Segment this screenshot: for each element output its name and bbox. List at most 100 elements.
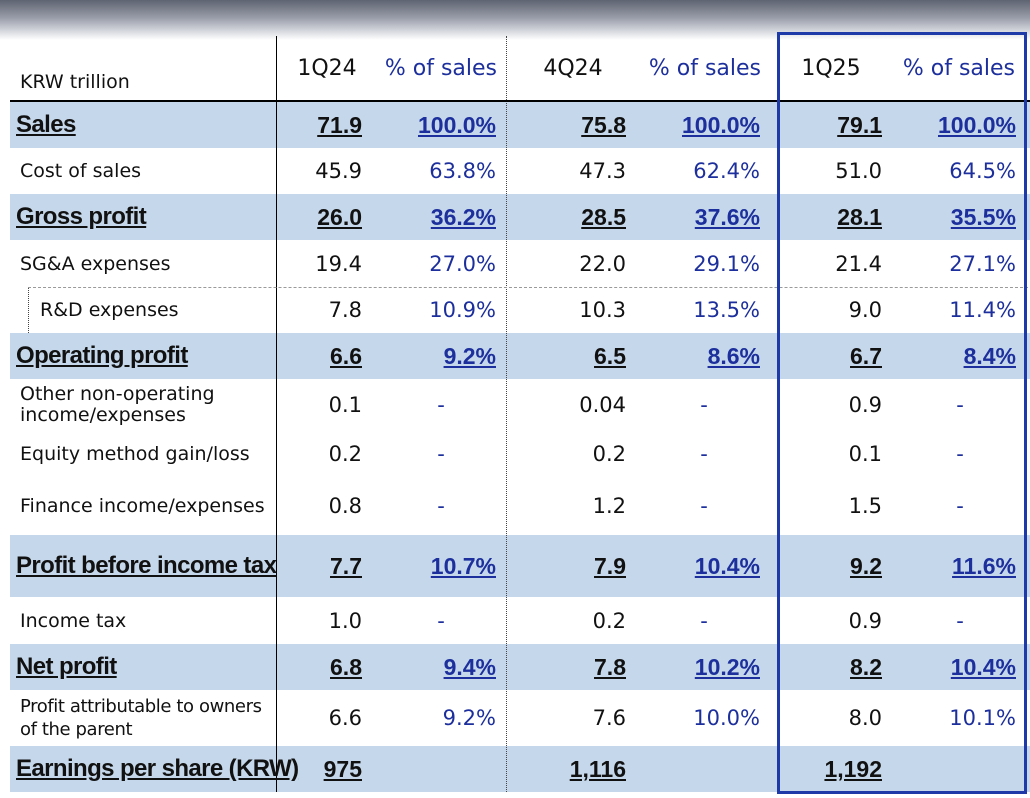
cell-equity-method-gain-loss-4q24-2: 0.2 xyxy=(592,442,626,466)
cell-income-tax-of-sales-1: - xyxy=(437,608,445,633)
indent-rule xyxy=(28,287,1028,288)
cell-other-non-operating-income-expenses-1q24-0: 0.1 xyxy=(328,393,362,417)
cell-other-non-operating-income-expenses-1q25-4: 0.9 xyxy=(848,393,882,417)
cell-profit-attributable-to-owners-of-the-parent-of-sales-3: 10.0% xyxy=(693,706,760,730)
cell-equity-method-gain-loss-of-sales-1: - xyxy=(437,442,445,466)
cell-gross-profit-1q24-0: 26.0 xyxy=(317,203,362,230)
cell-income-tax-of-sales-5: - xyxy=(956,608,964,633)
row-label-sg-a-expenses: SG&A expenses xyxy=(20,252,171,275)
col-header-4q24-pct: % of sales xyxy=(648,55,761,81)
cell-income-tax-1q25-4: 0.9 xyxy=(848,608,882,633)
cell-finance-income-expenses-of-sales-1: - xyxy=(437,494,445,518)
row-highlight-profit-before-tax xyxy=(10,535,1030,597)
row-highlight-operating-profit xyxy=(10,333,1030,379)
row-label-gross-profit: Gross profit xyxy=(16,203,147,230)
cell-cost-of-sales-1q24-0: 45.9 xyxy=(315,159,362,183)
row-label-profit-before-income-tax: Profit before income tax xyxy=(16,552,277,579)
cell-r-d-expenses-1q25-4: 9.0 xyxy=(848,298,882,322)
header-rule xyxy=(10,100,1030,102)
cell-other-non-operating-income-expenses-of-sales-5: - xyxy=(956,393,964,417)
cell-finance-income-expenses-1q24-0: 0.8 xyxy=(328,494,362,518)
cell-cost-of-sales-of-sales-1: 63.8% xyxy=(429,159,496,183)
unit-label: KRW trillion xyxy=(20,71,130,93)
cell-r-d-expenses-of-sales-1: 10.9% xyxy=(429,298,496,322)
cell-net-profit-of-sales-5: 10.4% xyxy=(950,653,1016,680)
row-label-income-tax: Income tax xyxy=(20,609,127,632)
cell-earnings-per-share-krw-1q25-4: 1,192 xyxy=(824,755,882,782)
row-highlight-sales xyxy=(10,102,1030,148)
col-header-1q24-pct: % of sales xyxy=(384,55,497,81)
row-highlight-eps xyxy=(10,746,1030,792)
cell-sales-of-sales-5: 100.0% xyxy=(937,111,1016,138)
cell-sg-a-expenses-4q24-2: 22.0 xyxy=(579,251,626,276)
cell-operating-profit-4q24-2: 6.5 xyxy=(594,342,626,369)
cell-gross-profit-1q25-4: 28.1 xyxy=(837,203,882,230)
cell-income-tax-4q24-2: 0.2 xyxy=(592,608,626,633)
row-highlight-net-profit xyxy=(10,644,1030,690)
cell-other-non-operating-income-expenses-of-sales-3: - xyxy=(700,393,708,417)
cell-sg-a-expenses-of-sales-3: 29.1% xyxy=(693,251,760,276)
cell-cost-of-sales-1q25-4: 51.0 xyxy=(835,159,882,183)
cell-gross-profit-of-sales-3: 37.6% xyxy=(694,203,760,230)
row-label-equity-method-gain-loss: Equity method gain/loss xyxy=(20,443,250,465)
cell-profit-attributable-to-owners-of-the-parent-of-sales-5: 10.1% xyxy=(949,706,1016,730)
cell-profit-before-income-tax-of-sales-5: 11.6% xyxy=(952,552,1016,579)
row-label-sales: Sales xyxy=(16,111,76,138)
cell-gross-profit-of-sales-1: 36.2% xyxy=(430,203,496,230)
cell-sales-1q24-0: 71.9 xyxy=(317,111,362,138)
cell-gross-profit-of-sales-5: 35.5% xyxy=(950,203,1016,230)
cell-sales-of-sales-1: 100.0% xyxy=(417,111,496,138)
cell-gross-profit-4q24-2: 28.5 xyxy=(581,203,626,230)
cell-operating-profit-1q24-0: 6.6 xyxy=(330,342,362,369)
cell-earnings-per-share-krw-1q24-0: 975 xyxy=(323,755,362,782)
cell-profit-before-income-tax-1q25-4: 9.2 xyxy=(850,552,882,579)
cell-cost-of-sales-of-sales-3: 62.4% xyxy=(693,159,760,183)
cell-r-d-expenses-of-sales-5: 11.4% xyxy=(949,298,1016,322)
cell-operating-profit-1q25-4: 6.7 xyxy=(850,342,882,369)
cell-sg-a-expenses-1q25-4: 21.4 xyxy=(835,251,882,276)
indent-divider xyxy=(28,287,29,333)
cell-sales-1q25-4: 79.1 xyxy=(837,111,882,138)
cell-r-d-expenses-1q24-0: 7.8 xyxy=(328,298,362,322)
row-label-earnings-per-share-krw: Earnings per share (KRW) xyxy=(16,755,299,782)
cell-sg-a-expenses-1q24-0: 19.4 xyxy=(315,251,362,276)
cell-equity-method-gain-loss-of-sales-3: - xyxy=(700,442,708,466)
cell-cost-of-sales-of-sales-5: 64.5% xyxy=(949,159,1016,183)
cell-sales-4q24-2: 75.8 xyxy=(581,111,626,138)
row-label-net-profit: Net profit xyxy=(16,653,117,680)
cell-profit-attributable-to-owners-of-the-parent-of-sales-1: 9.2% xyxy=(442,706,496,730)
row-label-r-d-expenses: R&D expenses xyxy=(40,299,179,321)
cell-net-profit-1q25-4: 8.2 xyxy=(850,653,882,680)
col-header-1q25: 1Q25 xyxy=(801,55,861,81)
cell-net-profit-of-sales-3: 10.2% xyxy=(694,653,760,680)
cell-finance-income-expenses-1q25-4: 1.5 xyxy=(848,494,882,518)
col-header-1q25-pct: % of sales xyxy=(902,55,1015,81)
row-label-profit-attributable-to-owners-of-the-parent: Profit attributable to owners of the par… xyxy=(20,696,262,740)
row-label-operating-profit: Operating profit xyxy=(16,342,188,369)
cell-earnings-per-share-krw-4q24-2: 1,116 xyxy=(569,755,626,782)
cell-profit-attributable-to-owners-of-the-parent-4q24-2: 7.6 xyxy=(592,706,626,730)
cell-equity-method-gain-loss-of-sales-5: - xyxy=(956,442,964,466)
cell-profit-before-income-tax-4q24-2: 7.9 xyxy=(594,552,626,579)
column-divider xyxy=(506,36,507,792)
cell-other-non-operating-income-expenses-4q24-2: 0.04 xyxy=(579,393,626,417)
cell-operating-profit-of-sales-1: 9.2% xyxy=(443,342,496,369)
cell-net-profit-of-sales-1: 9.4% xyxy=(443,653,496,680)
row-label-finance-income-expenses: Finance income/expenses xyxy=(20,495,265,517)
cell-equity-method-gain-loss-1q25-4: 0.1 xyxy=(848,442,882,466)
cell-income-tax-of-sales-3: - xyxy=(700,608,708,633)
cell-profit-before-income-tax-of-sales-3: 10.4% xyxy=(694,552,760,579)
row-highlight-gross-profit xyxy=(10,194,1030,240)
cell-income-tax-1q24-0: 1.0 xyxy=(328,608,362,633)
cell-finance-income-expenses-4q24-2: 1.2 xyxy=(592,494,626,518)
cell-profit-before-income-tax-of-sales-1: 10.7% xyxy=(430,552,496,579)
cell-finance-income-expenses-of-sales-5: - xyxy=(956,494,964,518)
current-quarter-highlight-box xyxy=(777,32,1027,794)
col-header-4q24: 4Q24 xyxy=(543,55,603,81)
cell-r-d-expenses-of-sales-3: 13.5% xyxy=(693,298,760,322)
cell-net-profit-1q24-0: 6.8 xyxy=(330,653,362,680)
column-divider xyxy=(276,36,277,792)
row-label-cost-of-sales: Cost of sales xyxy=(20,160,142,182)
cell-sales-of-sales-3: 100.0% xyxy=(681,111,760,138)
cell-sg-a-expenses-of-sales-5: 27.1% xyxy=(949,251,1016,276)
